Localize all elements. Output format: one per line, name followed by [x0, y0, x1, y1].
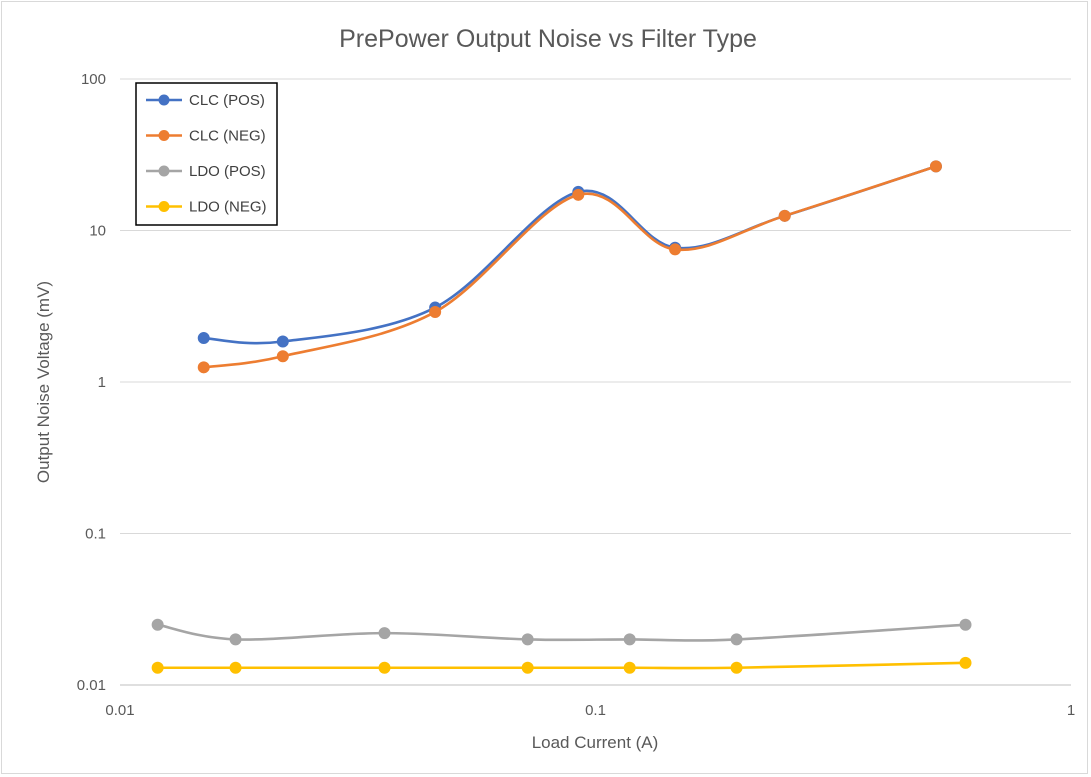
series-0-point-1	[276, 335, 289, 348]
y-axis-label: Output Noise Voltage (mV)	[34, 281, 53, 483]
series-3-point-1	[229, 661, 242, 674]
series-group	[151, 160, 972, 674]
gridlines	[120, 78, 1071, 686]
series-2-point-2	[378, 627, 391, 640]
series-1-point-6	[929, 160, 942, 173]
series-2-point-1	[229, 633, 242, 646]
series-line-3	[156, 661, 967, 670]
series-3-point-0	[151, 661, 164, 674]
series-3-point-4	[623, 661, 636, 674]
chart-title: PrePower Output Noise vs Filter Type	[339, 25, 757, 53]
series-2-point-4	[623, 633, 636, 646]
legend-marker-2	[158, 165, 170, 177]
legend-label-1: CLC (NEG)	[189, 128, 266, 145]
x-tick-labels: 0.01 0.1 1	[105, 702, 1075, 719]
x-tick-label: 0.01	[105, 702, 134, 719]
series-line-0	[202, 165, 938, 345]
series-2-point-6	[959, 618, 972, 631]
y-tick-label: 1	[98, 374, 106, 391]
x-tick-label: 0.1	[585, 702, 606, 719]
series-2-point-3	[521, 633, 534, 646]
series-1-point-1	[276, 350, 289, 363]
series-1-point-5	[778, 209, 791, 222]
legend-label-3: LDO (NEG)	[189, 199, 267, 216]
series-2-point-0	[151, 618, 164, 631]
y-tick-label: 100	[81, 71, 106, 88]
series-1-point-4	[669, 243, 682, 256]
series-2-point-5	[730, 633, 743, 646]
legend-box	[135, 82, 278, 226]
series-3-point-3	[521, 661, 534, 674]
series-3-point-2	[378, 661, 391, 674]
legend-label-2: LDO (POS)	[189, 163, 266, 180]
series-1-point-3	[572, 188, 585, 201]
series-line-2	[156, 623, 967, 642]
y-tick-label: 10	[89, 223, 106, 240]
y-tick-label: 0.1	[85, 526, 106, 543]
legend-marker-3	[158, 201, 170, 212]
series-1-point-0	[197, 361, 210, 374]
y-tick-label: 0.01	[77, 677, 106, 694]
y-tick-labels: 0.01 0.1 1 10 100	[77, 71, 106, 694]
series-3-point-5	[730, 661, 743, 674]
legend: CLC (POS) CLC (NEG) LDO (POS) LDO (NEG)	[135, 82, 278, 226]
legend-label-0: CLC (POS)	[189, 92, 265, 109]
series-1-point-2	[429, 305, 442, 318]
legend-marker-1	[158, 130, 170, 141]
legend-marker-0	[158, 94, 170, 106]
series-3-point-6	[959, 656, 972, 669]
x-axis-label: Load Current (A)	[532, 733, 659, 752]
series-0-point-0	[197, 332, 210, 345]
x-tick-label: 1	[1067, 702, 1075, 719]
